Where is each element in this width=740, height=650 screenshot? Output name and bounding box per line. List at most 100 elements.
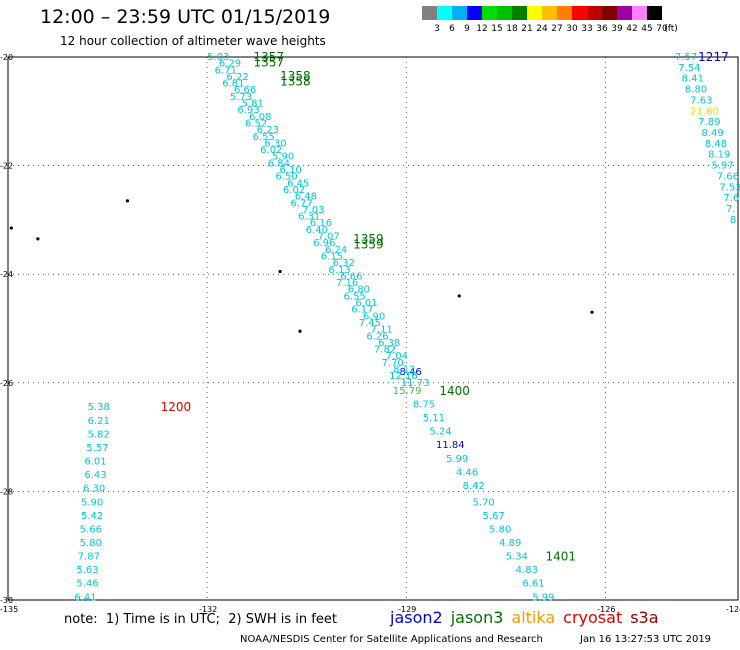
swh-value: 6.02 [283,185,305,196]
swh-value: 6.66 [340,271,362,282]
lon-tick-label: -135 [0,605,18,614]
mission-label: s3a [630,608,659,627]
swh-value: 6.40 [306,225,328,236]
island-marker [278,269,282,274]
swh-value: 8.42 [463,481,485,492]
lat-tick-label: -28 [0,487,13,496]
legend-label: 36 [596,24,608,34]
time-label: 1359 [353,237,384,251]
swh-value: 5.42 [81,511,103,522]
swh-value: 8.46 [400,367,422,378]
swh-value: 4.46 [456,467,478,478]
swh-value: 5.46 [76,579,98,590]
swh-value: 5.67 [483,511,505,522]
lat-tick-label: -22 [0,162,13,171]
swh-value: 8.49 [702,128,724,139]
footer-credit: NOAA/NESDIS Center for Satellite Applica… [240,634,543,645]
page-title: 12:00 – 23:59 UTC 01/15/2019 [40,6,331,28]
swh-value: 6.31 [298,212,320,223]
swh-value: 8.12 [393,365,415,376]
legend-swatch [557,6,572,20]
legend-swatch [422,6,437,20]
time-label: 1358 [280,69,311,83]
swh-value: 15.79 [393,386,422,397]
swh-value: 6.21 [88,416,110,427]
legend-swatch [497,6,512,20]
legend-label: 12 [476,24,488,34]
swh-value: 6.50 [275,172,297,183]
legend-swatch [587,6,602,20]
swh-value: 8.80 [685,85,707,96]
legend-swatch [617,6,632,20]
time-label: 1357 [254,50,285,64]
swh-value: 4.83 [516,565,538,576]
swh-value: 6.71 [215,65,237,76]
time-label: 1401 [546,550,577,564]
swh-value: 11.73 [401,378,430,389]
swh-value: 6.30 [264,138,286,149]
swh-value: 5.70 [473,497,495,508]
swh-value: 5.11 [423,413,445,424]
legend-swatch [512,6,527,20]
swh-tracks: 5.38 6.21 5.82 5.57 6.01 6.43 6.30 5.90 5.42 5.66… [74,52,740,603]
swh-value: 7.03 [302,205,324,216]
swh-value: 5.66 [80,524,102,535]
swh-value: 6.01 [355,298,377,309]
swh-value: 6.16 [310,218,332,229]
island-marker [36,237,40,241]
swh-value: 7.11 [371,325,393,336]
lat-tick-label: -24 [0,270,13,279]
swh-value: 7.04 [386,351,408,362]
swh-value: 5.57 [86,443,108,454]
swh-value: 7.87 [78,552,100,563]
mission-label: jason3 [450,608,504,627]
swh-value: 5.80 [489,524,511,535]
swh-value: 6.26 [366,331,388,342]
swh-value: 5.38 [88,402,110,413]
swh-value: 5.97 [711,161,733,172]
legend-label: 33 [581,24,593,34]
lon-tick-label: -129 [398,605,416,614]
mission-label: cryosat [563,608,623,627]
legend-label: 30 [566,24,578,34]
swh-value: 6.84 [268,158,290,169]
lat-tick-label: -20 [0,53,13,62]
swh-value: 6.55 [344,291,366,302]
swh-value: 6.08 [249,112,271,123]
map-tick-labels: -135-132-129-126-123-124-20-22-24-26-28-… [0,53,740,614]
legend-unit-label: (ft) [664,24,678,34]
swh-value: 7.70 [382,358,404,369]
swh-value: 8.48 [705,139,727,150]
island-markers [9,199,594,333]
lat-tick-label: -26 [0,379,13,388]
swh-value: 6.32 [333,258,355,269]
swh-value: 7.57 [675,52,697,63]
map-gridlines [8,57,738,600]
swh-value: 7.89 [698,117,720,128]
swh-value: 6.02 [260,145,282,156]
swh-value: 8.41 [682,74,704,85]
legend-label: 3 [434,24,440,34]
legend-label: 39 [611,24,623,34]
legend-label: 42 [626,24,638,34]
swh-value: 7.63 [690,95,712,106]
swh-value: 6.10 [280,165,302,176]
swh-value: 5.73 [230,92,252,103]
swh-value: 7.6 [723,193,739,204]
swh-value: 6.61 [522,579,544,590]
swh-value: 6.30 [83,484,105,495]
legend-label: 6 [449,24,455,34]
legend-swatch [467,6,482,20]
map-frame [7,56,739,601]
swh-value: 8 [730,215,736,226]
swh-value: 5.99 [446,454,468,465]
swh-value: 5.90 [81,497,103,508]
swh-value: 6.80 [348,285,370,296]
lon-tick-label: -124 [726,605,740,614]
swh-value: 8.75 [413,400,435,411]
swh-value: 6.81 [222,79,244,90]
swh-value: 5.99 [532,592,554,603]
swh-value: 6.90 [363,311,385,322]
swh-value: 7.66 [717,171,739,182]
